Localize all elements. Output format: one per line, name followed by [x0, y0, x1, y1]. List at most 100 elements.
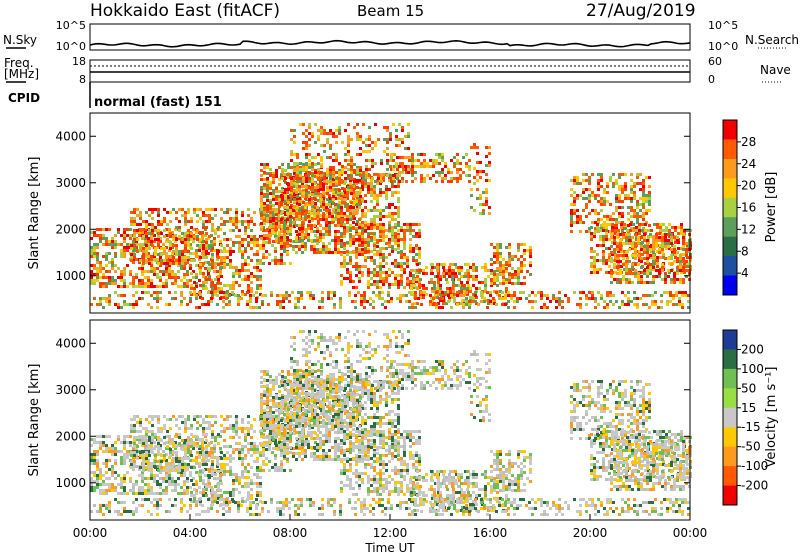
power-echo-cell	[394, 206, 397, 209]
power-echo-cell	[174, 273, 177, 276]
power-echo-cell	[314, 123, 317, 126]
power-echo-cell	[313, 194, 316, 197]
power-echo-cell	[260, 237, 263, 240]
power-echo-cell	[329, 186, 332, 189]
power-echo-cell	[625, 254, 628, 257]
power-echo-cell	[290, 129, 293, 132]
power-echo-cell	[247, 223, 250, 226]
power-echo-cell	[144, 270, 147, 273]
power-echo-cell	[283, 179, 286, 182]
power-echo-cell	[311, 172, 314, 175]
power-echo-cell	[111, 279, 114, 282]
power-echo-cell	[435, 159, 438, 162]
power-echo-cell	[399, 162, 402, 165]
power-echo-cell	[460, 290, 463, 293]
velocity-echo-cell	[129, 441, 132, 444]
power-echo-cell	[278, 202, 281, 205]
power-echo-cell	[120, 249, 123, 252]
power-echo-cell	[473, 146, 476, 149]
power-echo-cell	[262, 244, 265, 247]
power-echo-cell	[174, 279, 177, 282]
power-echo-cell	[317, 129, 320, 132]
power-echo-cell	[385, 235, 388, 238]
power-echo-cell	[519, 291, 522, 294]
power-echo-cell	[287, 225, 290, 228]
power-echo-cell	[310, 203, 313, 206]
power-echo-cell	[379, 230, 382, 233]
power-echo-cell	[376, 286, 379, 289]
power-echo-cell	[266, 166, 269, 169]
power-echo-cell	[606, 306, 609, 309]
velocity-echo-cell	[147, 447, 150, 450]
power-echo-cell	[619, 278, 622, 281]
power-echo-cell	[250, 287, 253, 290]
power-echo-cell	[573, 191, 576, 194]
power-echo-cell	[585, 179, 588, 182]
power-echo-cell	[281, 168, 284, 171]
power-echo-cell	[687, 300, 690, 303]
power-echo-cell	[465, 297, 468, 300]
power-echo-cell	[411, 174, 414, 177]
power-echo-cell	[260, 210, 263, 213]
power-echo-cell	[674, 238, 677, 241]
power-echo-cell	[399, 294, 402, 297]
velocity-echo-cell	[96, 480, 99, 483]
power-echo-cell	[309, 297, 312, 300]
power-echo-cell	[187, 250, 190, 253]
power-echo-cell	[253, 241, 256, 244]
power-echo-cell	[322, 185, 325, 188]
power-echo-cell	[338, 183, 341, 186]
power-echo-cell	[260, 199, 263, 202]
power-echo-cell	[415, 280, 418, 283]
power-echo-cell	[590, 265, 593, 268]
power-echo-cell	[165, 228, 168, 231]
power-echo-cell	[132, 276, 135, 279]
power-echo-cell	[120, 276, 123, 279]
power-echo-cell	[175, 226, 178, 229]
power-echo-cell	[520, 243, 523, 246]
power-echo-cell	[338, 201, 341, 204]
power-echo-cell	[631, 245, 634, 248]
power-echo-cell	[429, 159, 432, 162]
power-echo-cell	[266, 199, 269, 202]
power-echo-cell	[271, 223, 274, 226]
power-echo-cell	[332, 171, 335, 174]
power-echo-cell	[511, 276, 514, 279]
power-echo-cell	[394, 265, 397, 268]
velocity-echo-cell	[144, 492, 147, 495]
power-echo-cell	[283, 197, 286, 200]
power-echo-cell	[93, 273, 96, 276]
power-echo-cell	[275, 195, 278, 198]
power-echo-cell	[593, 268, 596, 271]
power-echo-cell	[603, 197, 606, 200]
power-echo-cell	[385, 277, 388, 280]
power-echo-cell	[379, 209, 382, 212]
power-echo-cell	[514, 255, 517, 258]
power-echo-cell	[319, 233, 322, 236]
power-echo-cell	[278, 198, 281, 201]
power-echo-cell	[235, 217, 238, 220]
power-echo-cell	[401, 165, 404, 168]
power-echo-cell	[652, 248, 655, 251]
power-echo-cell	[637, 278, 640, 281]
power-echo-cell	[416, 269, 419, 272]
power-echo-cell	[150, 240, 153, 243]
power-echo-cell	[96, 273, 99, 276]
power-echo-cell	[394, 173, 397, 176]
power-echo-cell	[407, 147, 410, 150]
velocity-echo-cell	[159, 486, 162, 489]
power-echo-cell	[469, 275, 472, 278]
power-echo-cell	[190, 232, 193, 235]
power-echo-cell	[642, 215, 645, 218]
power-echo-cell	[276, 300, 279, 303]
power-echo-cell	[111, 282, 114, 285]
power-echo-cell	[501, 291, 504, 294]
power-echo-cell	[502, 282, 505, 285]
power-echo-cell	[388, 229, 391, 232]
power-echo-cell	[462, 156, 465, 159]
power-echo-cell	[117, 303, 120, 306]
power-echo-cell	[367, 185, 370, 188]
power-echo-cell	[488, 161, 491, 164]
velocity-echo-cell	[93, 474, 96, 477]
power-echo-cell	[329, 144, 332, 147]
